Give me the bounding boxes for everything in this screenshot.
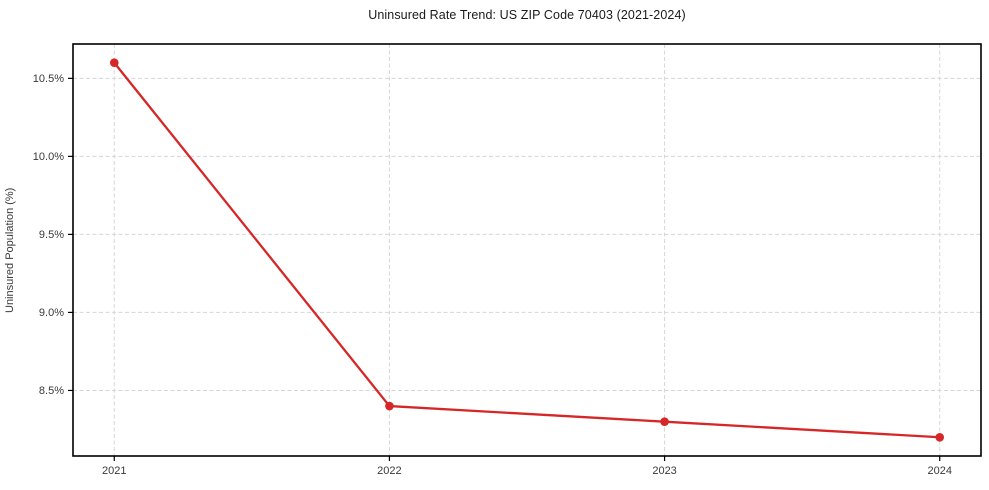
y-tick-label: 10.0% <box>33 151 64 163</box>
y-tick-label: 10.5% <box>33 73 64 85</box>
plot-border <box>72 43 982 457</box>
y-tick-label: 9.0% <box>39 307 64 319</box>
x-tick-label: 2024 <box>927 465 951 477</box>
data-point <box>660 417 669 426</box>
data-point <box>385 401 394 411</box>
y-tick-label: 8.5% <box>39 385 64 397</box>
x-tick-label: 2022 <box>377 465 401 477</box>
data-point <box>109 58 119 68</box>
x-tick-label: 2023 <box>652 465 676 477</box>
chart-title: Uninsured Rate Trend: US ZIP Code 70403 … <box>368 8 686 22</box>
y-tick-label: 9.5% <box>39 229 64 241</box>
x-tick-label: 2021 <box>102 465 126 477</box>
data-point <box>935 432 945 442</box>
trend-line <box>113 61 941 439</box>
